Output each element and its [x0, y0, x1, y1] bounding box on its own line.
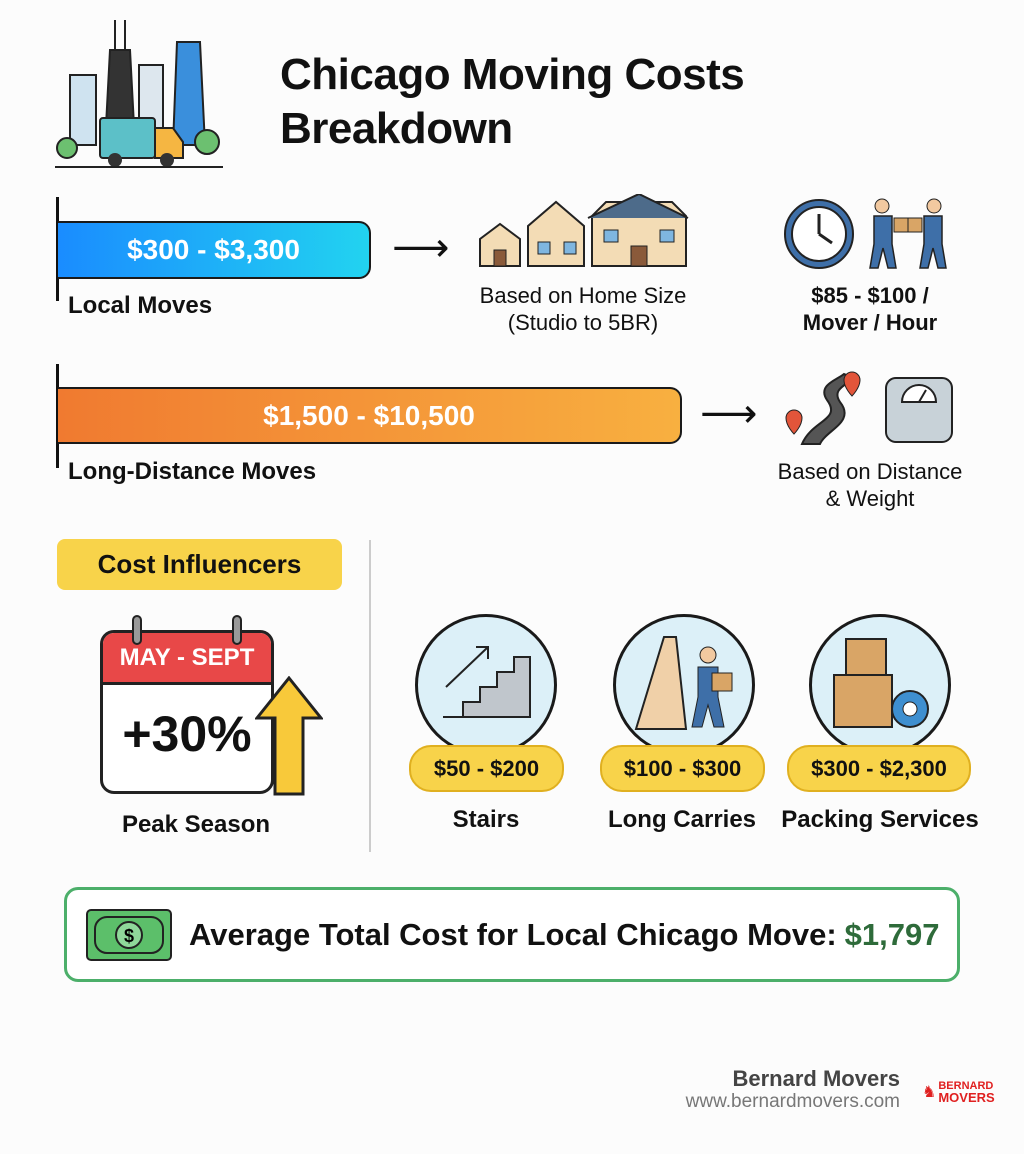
- bernard-movers-logo: ♞ BERNARD MOVERS: [922, 1080, 995, 1105]
- local-basis-line-1: Based on Home Size: [479, 283, 687, 308]
- arrow-right-icon: ⟶: [700, 392, 758, 436]
- chicago-skyline-truck-icon: [55, 20, 223, 168]
- weight-scale-icon: [885, 377, 953, 443]
- road-map-pins-icon: [785, 371, 861, 445]
- mover-carrying-box-icon: [613, 614, 755, 756]
- local-axis-line: [56, 197, 59, 301]
- calendar-ring: [132, 615, 142, 645]
- money-bill-icon: $: [86, 908, 172, 961]
- average-cost-box: $ Average Total Cost for Local Chicago M…: [64, 887, 960, 982]
- logo-line-2: MOVERS: [938, 1090, 995, 1105]
- long-carries-price-badge: $100 - $300: [600, 745, 765, 792]
- cost-influencers-heading: Cost Influencers: [57, 539, 342, 590]
- local-basis-note: Based on Home Size (Studio to 5BR): [453, 282, 713, 336]
- arrow-up-icon: [255, 676, 323, 796]
- packing-services-label: Packing Services: [781, 806, 979, 833]
- title-line-2: Breakdown: [280, 104, 513, 153]
- page-title: Chicago Moving Costs Breakdown: [280, 48, 745, 156]
- footer-url[interactable]: www.bernardmovers.com: [685, 1091, 900, 1112]
- svg-text:$: $: [124, 926, 134, 946]
- long-basis-line-2: & Weight: [825, 486, 915, 511]
- local-moves-bar: $300 - $3,300: [58, 221, 371, 279]
- hourly-rate-note: $85 - $100 /Mover / Hour: [770, 282, 970, 336]
- peak-months: MAY - SEPT: [103, 633, 271, 685]
- houses-icon: [479, 194, 689, 267]
- footer-company: Bernard Movers: [732, 1066, 900, 1091]
- long-basis-line-1: Based on Distance: [777, 459, 963, 484]
- local-moves-label: Local Moves: [68, 292, 213, 319]
- movers-carrying-box-icon: [869, 198, 947, 269]
- logo-line-1: BERNARD: [938, 1080, 994, 1092]
- section-divider: [369, 540, 371, 852]
- peak-season-calendar-icon: MAY - SEPT +30%: [100, 630, 274, 794]
- long-distance-axis-line: [56, 364, 59, 468]
- peak-season-label: Peak Season: [121, 811, 271, 838]
- calendar-ring: [232, 615, 242, 645]
- local-basis-line-2: (Studio to 5BR): [507, 310, 659, 335]
- average-cost-text: Average Total Cost for Local Chicago Mov…: [189, 916, 837, 952]
- stairs-price-badge: $50 - $200: [409, 745, 564, 792]
- packing-price-badge: $300 - $2,300: [787, 745, 971, 792]
- boxes-tape-icon: [809, 614, 951, 756]
- long-carries-label: Long Carries: [607, 806, 757, 833]
- long-distance-basis-note: Based on Distance & Weight: [750, 458, 990, 512]
- clock-icon: [784, 199, 854, 269]
- long-distance-bar: $1,500 - $10,500: [58, 387, 682, 444]
- logo-mark-icon: ♞: [922, 1083, 937, 1101]
- hourly-rate-line-2: Mover / Hour: [802, 310, 938, 335]
- stairs-icon: [415, 614, 557, 756]
- stairs-label: Stairs: [452, 806, 520, 833]
- arrow-right-icon: ⟶: [392, 226, 450, 270]
- hourly-rate-line-1: $85 - $100 /: [811, 283, 929, 308]
- long-distance-label: Long-Distance Moves: [68, 458, 317, 485]
- title-line-1: Chicago Moving Costs: [280, 50, 745, 99]
- peak-increase: +30%: [122, 706, 252, 762]
- average-cost-value: $1,797: [844, 916, 940, 952]
